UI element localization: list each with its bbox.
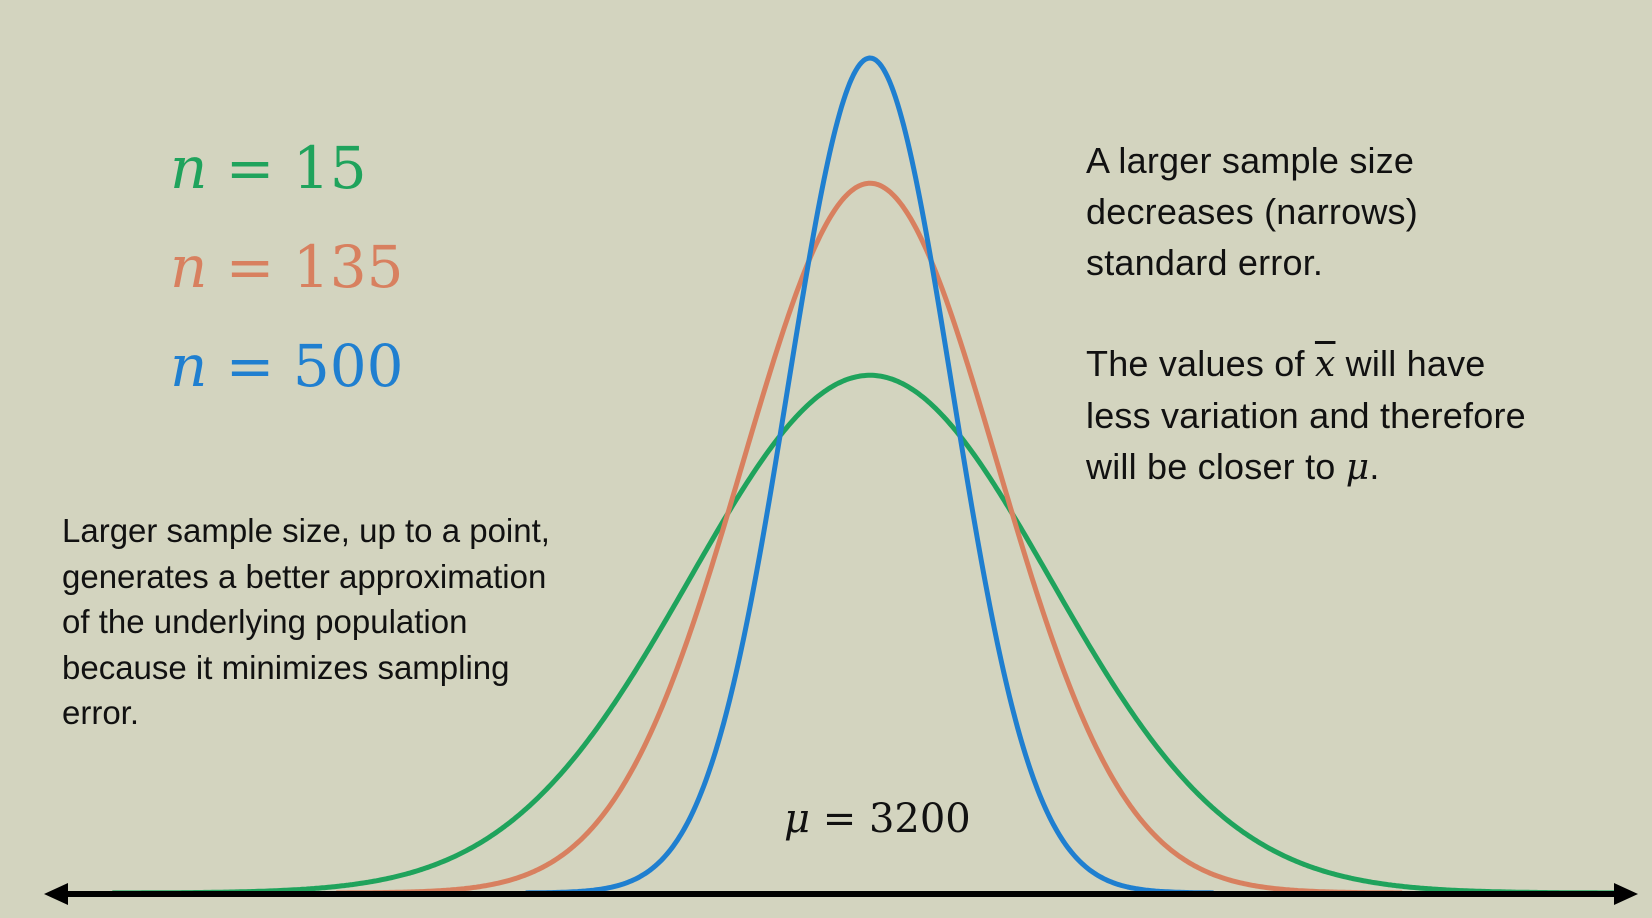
note-text-part2: will have less variation and therefore w… bbox=[1086, 343, 1526, 487]
axis-arrow-left-icon bbox=[44, 883, 68, 905]
legend-equals: = bbox=[207, 134, 293, 202]
note-sample-size-approximation: Larger sample size, up to a point, gener… bbox=[62, 512, 550, 731]
note-text-part1: The values of bbox=[1086, 343, 1315, 384]
legend-n-135: n = 135 bbox=[170, 232, 404, 302]
note-xbar-variation: The values of x will have less variation… bbox=[1086, 338, 1526, 493]
curve-n-500 bbox=[525, 55, 1215, 896]
legend-n-15: n = 15 bbox=[170, 133, 367, 203]
mean-label: μ = 3200 bbox=[784, 794, 971, 844]
legend-value: 500 bbox=[292, 332, 404, 400]
legend-variable: n bbox=[170, 134, 208, 202]
legend-n-500: n = 500 bbox=[170, 331, 404, 401]
mean-value: 3200 bbox=[868, 796, 971, 842]
legend-equals: = bbox=[207, 332, 293, 400]
mean-variable: μ bbox=[784, 796, 810, 842]
mu-symbol: μ bbox=[1345, 447, 1370, 488]
horizontal-axis bbox=[44, 883, 1638, 905]
legend-value: 135 bbox=[292, 233, 404, 301]
axis-arrow-right-icon bbox=[1614, 883, 1638, 905]
legend-value: 15 bbox=[292, 134, 367, 202]
curve-n-15 bbox=[111, 372, 1615, 896]
note-text-part3: . bbox=[1369, 446, 1380, 487]
curve-n-135 bbox=[335, 180, 1403, 896]
legend-variable: n bbox=[170, 233, 208, 301]
mean-equals: = bbox=[810, 796, 869, 842]
legend-variable: n bbox=[170, 332, 208, 400]
note-standard-error: A larger sample size decreases (narrows)… bbox=[1086, 140, 1418, 283]
legend-equals: = bbox=[207, 233, 293, 301]
xbar-symbol: x bbox=[1314, 344, 1336, 385]
